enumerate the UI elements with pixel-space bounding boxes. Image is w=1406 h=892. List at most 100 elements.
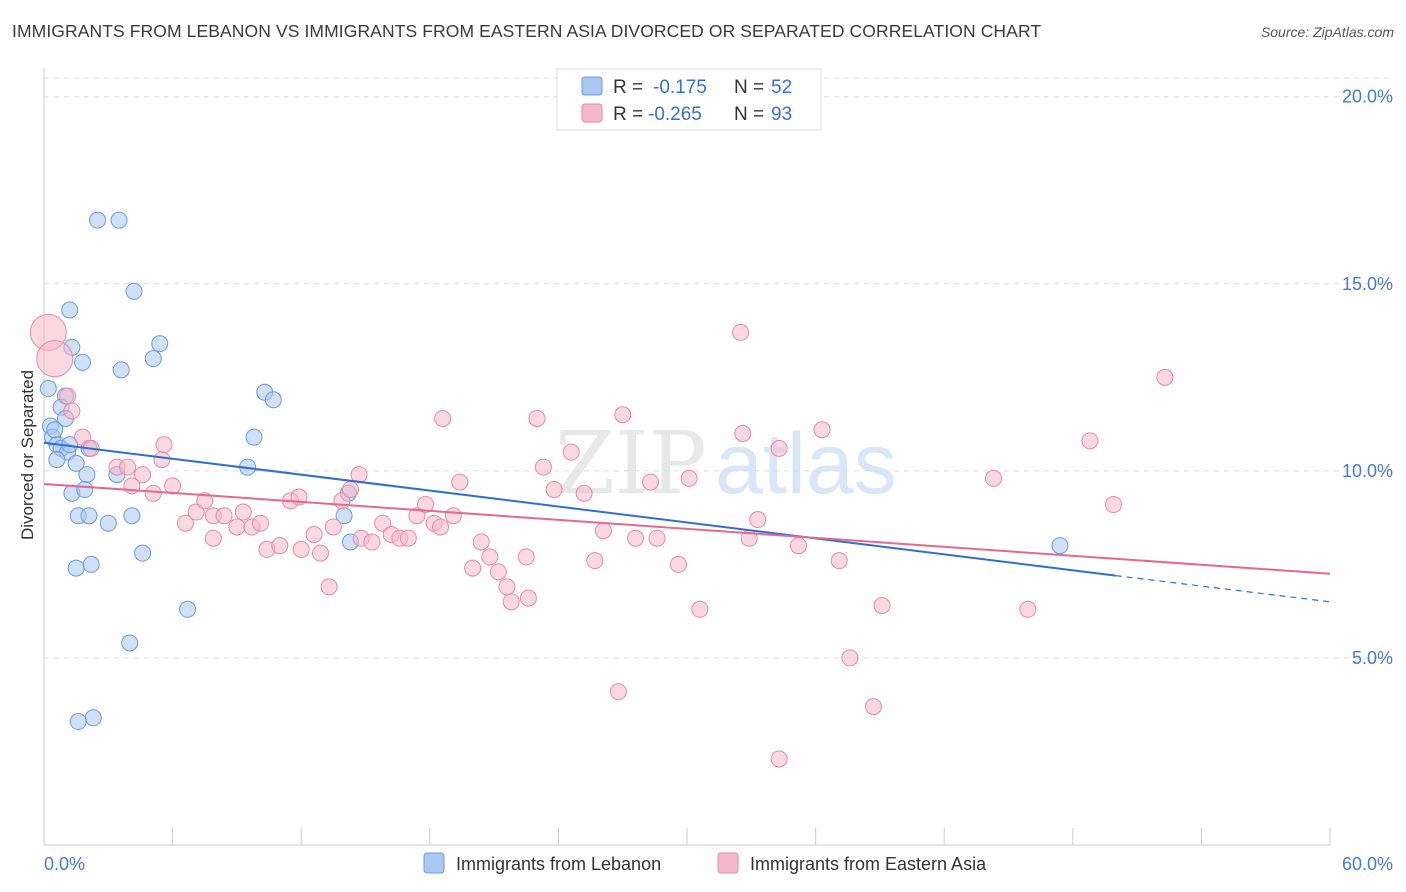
point-lebanon: [80, 507, 98, 525]
legend: Immigrants from Lebanon Immigrants from …: [423, 852, 987, 874]
point-eastern-asia: [562, 443, 580, 461]
point-eastern-asia: [119, 458, 137, 476]
point-eastern-asia: [873, 597, 891, 615]
point-lebanon: [61, 301, 79, 319]
legend-label-lebanon: Immigrants from Lebanon: [456, 854, 661, 874]
point-lebanon: [48, 451, 66, 469]
point-eastern-asia: [36, 340, 74, 378]
point-eastern-asia: [789, 537, 807, 555]
point-eastern-asia: [669, 555, 687, 573]
point-lebanon: [179, 600, 197, 618]
point-eastern-asia: [341, 481, 359, 499]
point-lebanon: [67, 454, 85, 472]
watermark: ZIP atlas: [555, 414, 897, 514]
stats-r-label: R =: [613, 104, 643, 125]
tick-labels: 5.0% 10.0% 15.0% 20.0% 0.0% 60.0%: [44, 87, 1393, 874]
point-eastern-asia: [864, 698, 882, 716]
chart-title: IMMIGRANTS FROM LEBANON VS IMMIGRANTS FR…: [12, 21, 1042, 41]
point-eastern-asia: [749, 510, 767, 528]
point-eastern-asia: [234, 503, 252, 521]
point-eastern-asia: [502, 593, 520, 611]
point-lebanon: [110, 211, 128, 229]
point-lebanon: [74, 353, 92, 371]
legend-swatch-eastern-asia: [717, 852, 739, 874]
legend-swatch-lebanon: [423, 852, 445, 874]
point-eastern-asia: [374, 514, 392, 532]
point-eastern-asia: [1019, 600, 1037, 618]
y-tick-label: 5.0%: [1352, 648, 1393, 668]
point-eastern-asia: [134, 466, 152, 484]
point-eastern-asia: [841, 649, 859, 667]
point-eastern-asia: [830, 552, 848, 570]
point-eastern-asia: [586, 552, 604, 570]
point-eastern-asia: [609, 683, 627, 701]
watermark-zip: ZIP: [555, 414, 707, 514]
point-eastern-asia: [691, 600, 709, 618]
point-lebanon: [78, 466, 96, 484]
gridlines: [44, 77, 1392, 659]
point-eastern-asia: [451, 473, 469, 491]
stats-r-value: -0.175: [653, 77, 707, 98]
stats-swatch-eastern-asia: [581, 103, 603, 123]
point-eastern-asia: [732, 323, 750, 341]
stats-r-label: R =: [613, 77, 643, 98]
point-eastern-asia: [498, 578, 516, 596]
point-eastern-asia: [528, 409, 546, 427]
legend-label-eastern-asia: Immigrants from Eastern Asia: [750, 854, 987, 874]
stats-r-value: -0.265: [648, 104, 702, 125]
point-lebanon: [99, 514, 117, 532]
point-eastern-asia: [517, 548, 535, 566]
point-eastern-asia: [153, 451, 171, 469]
point-eastern-asia: [320, 578, 338, 596]
point-eastern-asia: [215, 507, 233, 525]
point-eastern-asia: [311, 544, 329, 562]
point-eastern-asia: [144, 484, 162, 502]
point-eastern-asia: [444, 507, 462, 525]
point-eastern-asia: [251, 514, 269, 532]
point-eastern-asia: [363, 533, 381, 551]
point-eastern-asia: [434, 409, 452, 427]
point-eastern-asia: [164, 477, 182, 495]
axes: [43, 68, 1331, 846]
point-eastern-asia: [187, 503, 205, 521]
point-lebanon: [39, 380, 57, 398]
point-lebanon: [245, 428, 263, 446]
point-eastern-asia: [1105, 496, 1123, 514]
point-eastern-asia: [545, 481, 563, 499]
stats-n-label: N =: [734, 104, 764, 125]
point-eastern-asia: [292, 540, 310, 558]
stats-n-label: N =: [734, 77, 764, 98]
point-eastern-asia: [305, 525, 323, 543]
point-eastern-asia: [594, 522, 612, 540]
point-eastern-asia: [271, 537, 289, 555]
point-eastern-asia: [408, 507, 426, 525]
point-eastern-asia: [984, 469, 1002, 487]
stats-swatch-lebanon: [581, 76, 603, 96]
point-lebanon: [121, 634, 139, 652]
y-tick-label: 15.0%: [1342, 274, 1393, 294]
point-eastern-asia: [481, 548, 499, 566]
y-tick-label: 10.0%: [1342, 461, 1393, 481]
point-eastern-asia: [196, 492, 214, 510]
point-eastern-asia: [399, 529, 417, 547]
point-eastern-asia: [614, 406, 632, 424]
stats-box: R = -0.175 N = 52 R = -0.265 N = 93: [556, 68, 822, 131]
point-lebanon: [134, 544, 152, 562]
point-eastern-asia: [464, 559, 482, 577]
point-eastern-asia: [648, 529, 666, 547]
point-eastern-asia: [59, 387, 77, 405]
point-eastern-asia: [489, 563, 507, 581]
trend-line-eastern-asia: [43, 482, 1331, 575]
stats-n-value: 93: [771, 104, 792, 125]
point-eastern-asia: [176, 514, 194, 532]
point-eastern-asia: [770, 750, 788, 768]
point-eastern-asia: [472, 533, 490, 551]
point-lebanon: [123, 507, 141, 525]
point-eastern-asia: [813, 421, 831, 439]
point-eastern-asia: [680, 469, 698, 487]
point-lebanon: [67, 559, 85, 577]
x-tick-label: 60.0%: [1342, 854, 1393, 874]
point-lebanon: [89, 211, 107, 229]
point-eastern-asia: [324, 518, 342, 536]
